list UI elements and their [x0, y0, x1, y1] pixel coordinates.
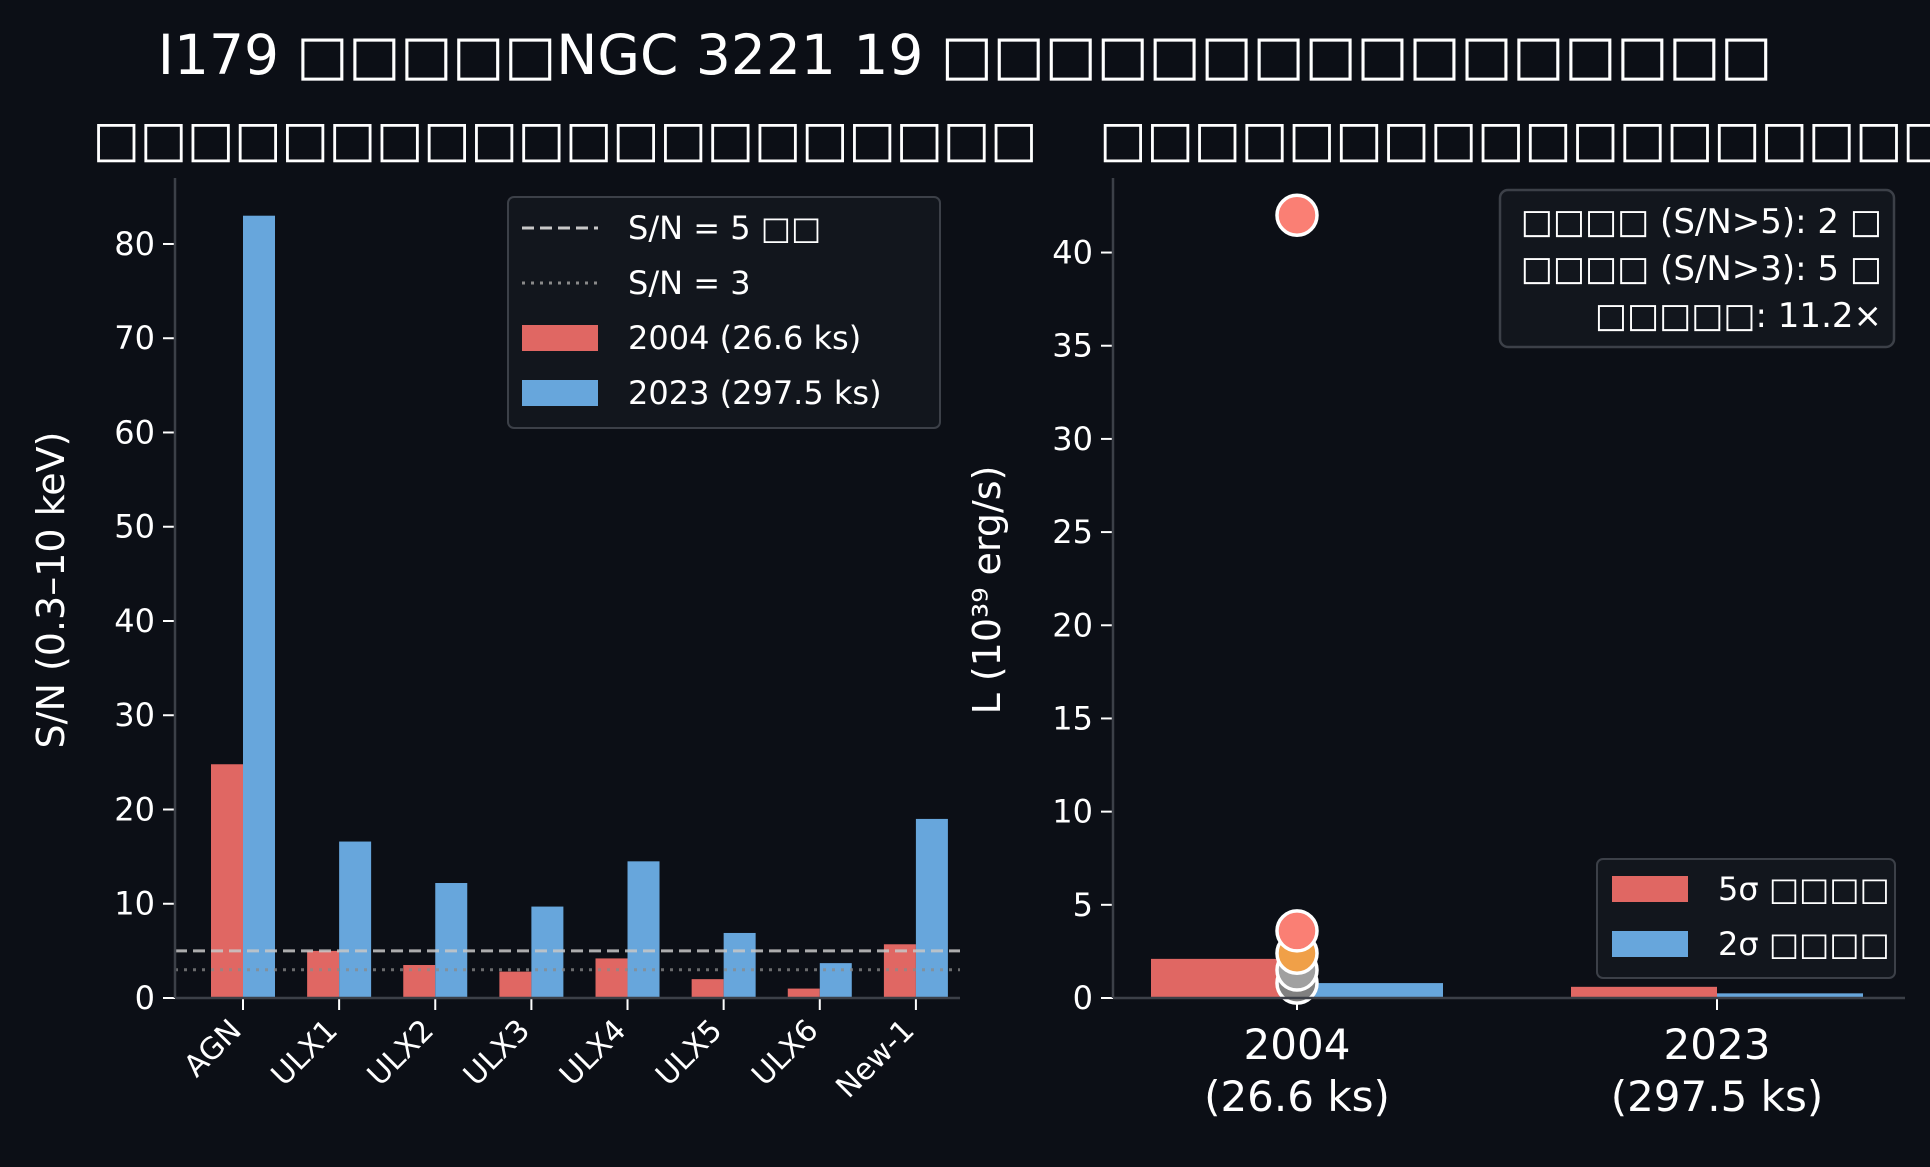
y-tick-label: 0 — [135, 979, 155, 1017]
legend-frame — [507, 196, 941, 429]
x-tick-label: 2023 — [1664, 1020, 1771, 1069]
bar-series-1 — [499, 971, 532, 998]
bar-series-1 — [1151, 958, 1297, 998]
right-legend: 5σ □□□□ 2σ □□□□ — [1596, 858, 1896, 979]
legend-entry-label: 5σ □□□□ — [1718, 870, 1890, 908]
legend-entry-label: 2004 (26.6 ks) — [628, 319, 861, 357]
y-tick-label: 35 — [1052, 327, 1093, 365]
y-tick-label: 5 — [1073, 886, 1093, 924]
legend-entry-label: 2023 (297.5 ks) — [628, 374, 882, 412]
x-tick-label: ULX3 — [457, 1013, 537, 1093]
bar-series-2 — [915, 818, 948, 998]
legend-swatch — [522, 325, 598, 351]
info-box-frame — [1498, 188, 1896, 349]
bar-series-2 — [723, 932, 756, 998]
right-panel-title: □□□□□□□□□□□□□□□□□□□ — [1099, 110, 1930, 168]
y-tick-label: 40 — [1052, 234, 1093, 272]
bar-series-1 — [1571, 986, 1717, 998]
source-point — [1275, 193, 1319, 238]
y-tick-label: 25 — [1052, 513, 1093, 551]
info-box-line: □□□□□: 11.2× — [1595, 296, 1882, 336]
bar-series-1 — [787, 988, 820, 998]
info-box: □□□□ (S/N>5): 2 □ □□□□ (S/N>3): 5 □ □□□□□:… — [1498, 188, 1896, 349]
y-tick-label: 15 — [1052, 699, 1093, 737]
x-tick-label: ULX4 — [553, 1013, 633, 1093]
y-tick-label: 60 — [114, 413, 155, 451]
bar-series-2 — [435, 883, 468, 998]
y-tick-label: 20 — [1052, 606, 1093, 644]
x-tick-label: ULX2 — [361, 1013, 441, 1093]
legend-entry-label: S/N = 3 — [628, 264, 751, 302]
bar-series-1 — [691, 979, 724, 998]
y-tick-label: 20 — [114, 790, 155, 828]
y-tick-label: 80 — [114, 225, 155, 263]
left-legend: S/N = 5 □□ S/N = 3 2004 (26.6 ks) 2023 (297… — [507, 196, 941, 429]
legend-swatch — [522, 380, 598, 406]
legend-swatch — [1612, 931, 1688, 957]
y-tick-label: 10 — [1052, 793, 1093, 831]
bar-series-1 — [595, 958, 628, 998]
y-tick-label: 30 — [1052, 420, 1093, 458]
x-tick-label: 2004 — [1244, 1020, 1351, 1069]
bar-series-2 — [1717, 993, 1863, 998]
bar-series-1 — [307, 950, 340, 998]
y-tick-label: 50 — [114, 508, 155, 546]
x-tick-label-exposure: (26.6 ks) — [1204, 1072, 1390, 1121]
bar-series-1 — [211, 764, 243, 998]
bar-series-2 — [339, 841, 372, 998]
legend-entry-label: S/N = 5 □□ — [628, 209, 821, 247]
y-tick-label: 10 — [114, 885, 155, 923]
legend-swatch — [1612, 876, 1688, 902]
figure-title: I179 □□□□□NGC 3221 19 □□□□□□□□□□□□□□□□ — [158, 23, 1773, 87]
left-y-axis-title: S/N (0.3–10 keV) — [29, 432, 73, 749]
right-plot-area: 0 5 10 15 20 25 30 35 40 2004(26.6 ks) 2023(297.5 … — [1052, 178, 1905, 1121]
y-tick-label: 70 — [114, 319, 155, 357]
x-tick-label: ULX1 — [265, 1013, 345, 1093]
x-tick-label: ULX5 — [649, 1013, 729, 1093]
bar-series-2 — [1297, 983, 1443, 998]
bar-series-2 — [243, 215, 275, 998]
x-tick-label: ULX6 — [745, 1013, 825, 1093]
y-tick-label: 0 — [1073, 979, 1093, 1017]
x-tick-label: AGN — [177, 1013, 248, 1084]
x-tick-label: New-1 — [829, 1013, 921, 1105]
info-box-line: □□□□ (S/N>3): 5 □ — [1521, 249, 1882, 289]
left-panel-title: □□□□□□□□□□□□□□□□□□□□ — [93, 110, 1038, 168]
bar-series-2 — [627, 861, 660, 998]
left-panel: □□□□□□□□□□□□□□□□□□□□ S/N (0.3–10 keV) 0 1… — [29, 110, 1037, 1105]
right-panel: □□□□□□□□□□□□□□□□□□□ L (10³⁹ erg/s) 0 5 10 1… — [965, 110, 1930, 1121]
bar-series-1 — [883, 944, 916, 998]
x-tick-label-exposure: (297.5 ks) — [1611, 1072, 1824, 1121]
right-y-axis-title: L (10³⁹ erg/s) — [965, 466, 1009, 715]
legend-entry-label: 2σ □□□□ — [1718, 925, 1890, 963]
source-point — [1275, 909, 1319, 953]
info-box-line: □□□□ (S/N>5): 2 □ — [1521, 202, 1882, 242]
y-tick-label: 40 — [114, 602, 155, 640]
y-tick-label: 30 — [114, 696, 155, 734]
